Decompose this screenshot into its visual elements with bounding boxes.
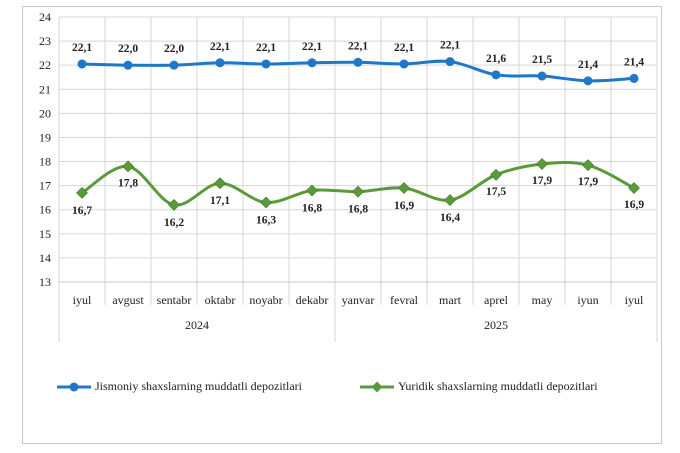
x-tick-label: noyabr xyxy=(249,293,282,307)
data-point xyxy=(536,158,548,170)
y-tick-label: 17 xyxy=(39,179,51,193)
data-point xyxy=(168,198,180,211)
data-point xyxy=(169,60,179,70)
y-tick-label: 14 xyxy=(39,251,51,265)
x-tick-label: iyul xyxy=(625,293,644,307)
legend-label-yuridik: Yuridik shaxslarning muddatli depozitlar… xyxy=(398,379,598,393)
data-point xyxy=(352,185,364,198)
data-label: 16,2 xyxy=(164,217,184,229)
data-point xyxy=(583,76,593,86)
data-label: 21,4 xyxy=(624,56,644,68)
data-point xyxy=(122,160,134,173)
data-point xyxy=(444,194,456,207)
x-tick-label: iyun xyxy=(577,293,598,307)
x-tick-label: aprel xyxy=(484,293,509,307)
data-label: 21,6 xyxy=(486,53,506,65)
y-tick-label: 16 xyxy=(39,203,51,217)
data-label: 16,9 xyxy=(624,199,644,211)
chart-frame: 24 23 22 21 20 19 18 17 16 15 14 13 iyul avgust sentab… xyxy=(22,6,662,444)
data-point xyxy=(215,58,225,68)
data-label: 22,1 xyxy=(72,42,92,54)
legend-item-jismoniy: Jismoniy shaxslarning muddatli depozitla… xyxy=(57,379,302,394)
legend-marker-jismoniy xyxy=(57,382,91,391)
x-tick-label: sentabr xyxy=(157,293,192,307)
data-label: 22,0 xyxy=(164,43,184,55)
y-tick-label: 18 xyxy=(39,155,51,169)
data-label: 21,4 xyxy=(578,59,598,71)
data-point xyxy=(537,71,547,81)
data-label: 22,1 xyxy=(440,40,460,52)
x-tick-label: may xyxy=(532,293,553,307)
data-point xyxy=(491,70,501,80)
y-tick-label: 23 xyxy=(39,34,51,48)
x-group-label: 2025 xyxy=(484,318,508,332)
data-label: 22,1 xyxy=(302,41,322,53)
data-point xyxy=(306,184,318,197)
y-tick-label: 21 xyxy=(39,82,51,96)
data-label: 16,7 xyxy=(72,205,92,217)
data-point xyxy=(214,177,226,190)
data-label: 16,8 xyxy=(348,204,368,216)
data-label: 16,3 xyxy=(256,215,276,227)
data-point xyxy=(582,159,594,172)
data-point xyxy=(76,186,88,199)
y-tick-label: 13 xyxy=(39,275,51,289)
data-point xyxy=(307,58,317,68)
data-point xyxy=(398,182,410,194)
data-point xyxy=(628,182,640,194)
data-label: 22,1 xyxy=(348,40,368,52)
data-label: 21,5 xyxy=(532,54,552,66)
data-point xyxy=(445,57,455,67)
data-label: 16,8 xyxy=(302,202,322,214)
data-label: 17,9 xyxy=(578,176,598,188)
data-point xyxy=(629,73,639,83)
data-label: 16,9 xyxy=(394,200,414,212)
data-label: 22,1 xyxy=(256,42,276,54)
data-point xyxy=(260,196,272,209)
data-label: 22,1 xyxy=(210,41,230,53)
data-point xyxy=(353,57,363,67)
line-chart: 24 23 22 21 20 19 18 17 16 15 14 13 iyul avgust sentab… xyxy=(39,10,658,342)
y-tick-label: 22 xyxy=(39,58,51,72)
data-point xyxy=(490,168,502,181)
y-tick-label: 19 xyxy=(39,130,51,144)
data-point xyxy=(123,60,133,70)
data-label: 22,0 xyxy=(118,43,138,55)
data-label: 16,4 xyxy=(440,212,460,224)
data-point xyxy=(261,59,271,69)
data-label: 22,1 xyxy=(394,42,414,54)
x-tick-label: dekabr xyxy=(296,293,329,307)
data-label: 17,1 xyxy=(210,195,230,207)
data-label: 17,9 xyxy=(532,175,552,187)
y-tick-label: 20 xyxy=(39,106,51,120)
x-tick-label: oktabr xyxy=(205,293,236,307)
x-tick-label: mart xyxy=(439,293,462,307)
legend-label-jismoniy: Jismoniy shaxslarning muddatli depozitla… xyxy=(95,379,302,393)
legend-item-yuridik: Yuridik shaxslarning muddatli depozitlar… xyxy=(360,379,598,394)
x-tick-label: fevral xyxy=(390,293,419,307)
y-tick-label: 15 xyxy=(39,227,51,241)
x-tick-label: avgust xyxy=(112,293,144,307)
y-tick-label: 24 xyxy=(39,10,51,24)
x-group-label: 2024 xyxy=(185,318,209,332)
data-point xyxy=(399,59,409,69)
data-label: 17,8 xyxy=(118,177,138,189)
legend-marker-yuridik xyxy=(360,381,394,392)
x-tick-label: yanvar xyxy=(342,293,375,307)
data-label: 17,5 xyxy=(486,186,506,198)
x-tick-label: iyul xyxy=(73,293,92,307)
data-point xyxy=(77,59,87,69)
